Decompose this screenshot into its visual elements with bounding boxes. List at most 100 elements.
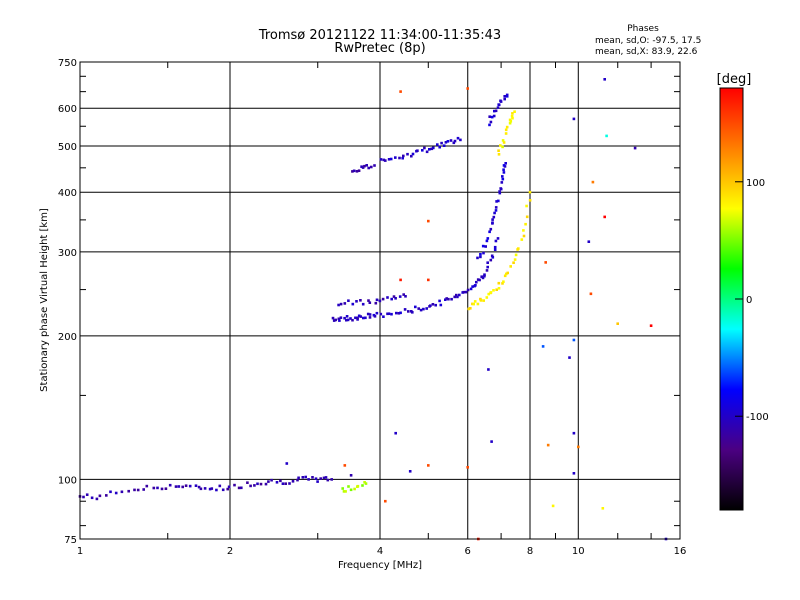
data-point [501,282,504,285]
data-point [497,149,500,152]
data-point [445,297,448,300]
data-point [281,482,285,485]
data-point [368,301,372,304]
data-point [347,485,350,488]
data-point [408,470,412,473]
data-point [411,152,415,156]
data-point [389,157,393,161]
data-point [361,484,364,487]
data-point [98,494,102,498]
data-point [343,316,346,320]
data-point [429,304,432,307]
data-point [456,136,460,140]
data-point [373,164,376,167]
data-point [249,484,252,488]
data-point [447,297,450,301]
y-axis-ticks: 75 100 200 300 400 500 600 750 [58,58,77,546]
data-point [90,496,94,500]
y-tick-label: 100 [58,475,77,486]
y-tick-label: 300 [58,248,77,259]
data-point [572,472,576,475]
data-point [364,482,368,485]
data-point [486,265,489,269]
data-point [324,476,328,479]
data-point [208,487,212,491]
data-point [301,476,305,479]
data-point [284,482,287,485]
data-point [267,480,270,483]
data-point [361,166,365,169]
data-point [384,499,387,503]
data-point [82,495,85,499]
y-axis-label: Stationary phase Virtual Height [km] [39,208,50,392]
data-point [397,312,401,315]
data-point [105,494,108,497]
data-point [492,289,495,292]
data-point [390,297,393,301]
data-point [494,209,498,212]
data-point [427,219,430,223]
data-point [505,95,509,98]
minor-ticks [80,62,680,539]
data-point [346,318,350,322]
data-point [464,290,468,294]
data-point [442,144,446,147]
data-point [485,239,489,243]
data-point [492,114,496,118]
data-point [504,128,508,132]
data-point [337,317,341,321]
data-point [497,103,501,107]
data-point [145,484,149,488]
data-point [304,475,307,479]
data-point [453,139,457,143]
data-point [364,316,367,320]
y-tick-label: 400 [58,188,77,199]
data-point [456,295,459,299]
phase-info-x: mean, sd,X: 83.9, 22.6 [595,47,698,57]
colorbar-tick-label: -100 [746,412,769,423]
colorbar-ticks: 100 0 -100 [735,178,769,423]
data-point [285,462,289,465]
data-point [210,487,214,490]
data-point [349,317,352,320]
data-point [500,181,504,184]
data-point [572,338,576,342]
data-point [494,206,498,209]
data-point [256,482,259,486]
data-point [440,141,443,145]
data-point [357,169,361,172]
data-point [314,477,318,480]
data-point [351,302,355,306]
data-point [339,316,343,319]
data-point [370,165,373,169]
data-point [394,156,397,159]
data-point [493,109,496,113]
data-point [398,156,401,160]
data-point [476,278,480,281]
data-point [479,299,483,302]
data-point [168,483,172,487]
data-point [351,170,354,173]
data-point [392,295,396,298]
data-point [362,316,365,320]
data-point [363,481,366,484]
data-point [510,114,514,118]
data-point [444,298,447,301]
data-point [484,245,487,248]
data-point [395,311,398,315]
data-point [399,278,402,282]
data-point [514,253,518,257]
data-point [498,191,502,195]
data-point [449,139,453,142]
data-point [355,300,358,303]
data-point [95,497,99,501]
data-point [427,278,430,282]
data-point [496,106,500,109]
data-point [462,290,465,294]
data-point [509,265,512,268]
data-point [568,356,571,359]
data-point [416,149,419,152]
data-point [497,281,501,285]
data-point [513,110,516,113]
data-point [338,319,341,322]
